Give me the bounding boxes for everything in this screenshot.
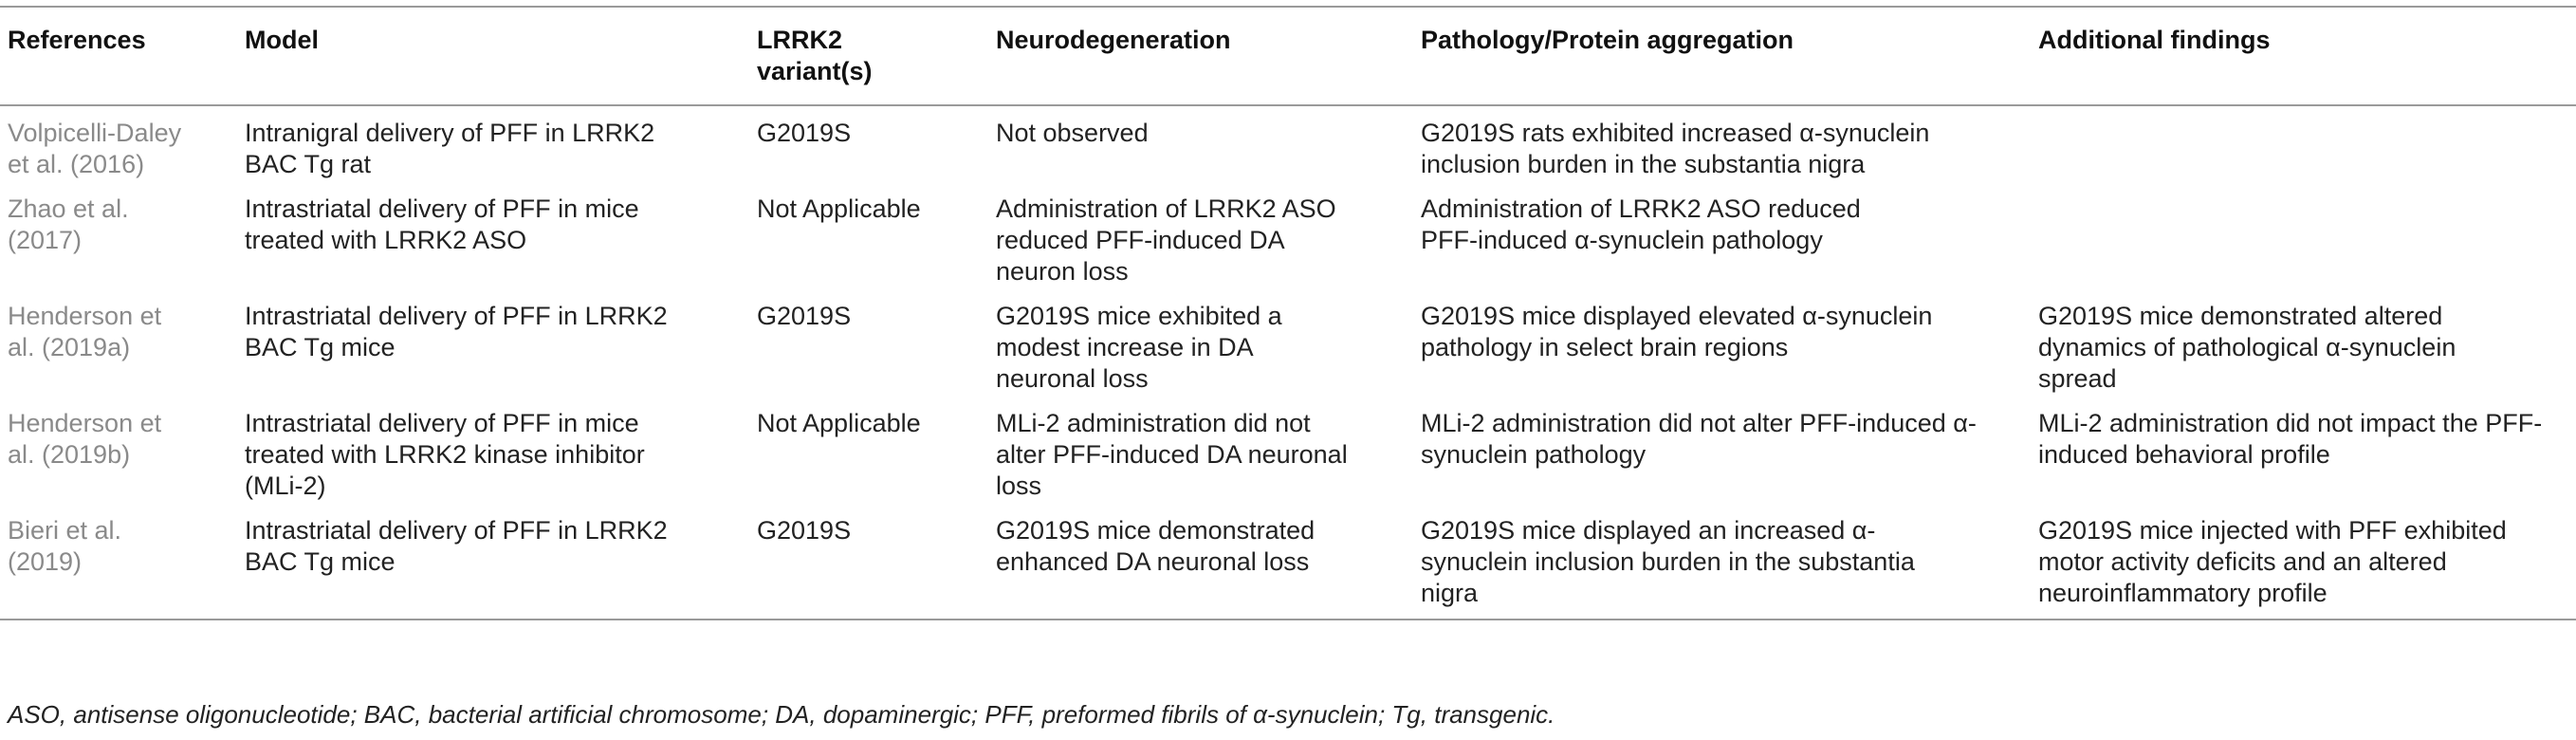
header-additional: Additional findings: [2031, 6, 2576, 106]
pathology-text: Administration of LRRK2 ASO reduced PFF-…: [1421, 194, 1861, 254]
model-text: Intrastriatal delivery of PFF in LRRK2 B…: [245, 516, 668, 576]
header-pathology: Pathology/Protein aggregation: [1413, 6, 2031, 106]
cell-reference: Henderson et al. (2019b): [0, 402, 237, 509]
header-row: References Model LRRK2 variant(s) Neurod…: [0, 6, 2576, 106]
pathology-text: G2019S rats exhibited increased α-synucl…: [1421, 119, 1930, 178]
header-model: Model: [237, 6, 749, 106]
reference-text: Henderson et al. (2019a): [8, 302, 162, 361]
model-text: Intrastriatal delivery of PFF in mice tr…: [245, 409, 645, 500]
cell-variant: G2019S: [757, 302, 852, 330]
cell-neurodegeneration: G2019S mice demonstrated enhanced DA neu…: [988, 509, 1413, 620]
pathology-text: G2019S mice displayed elevated α-synucle…: [1421, 302, 1933, 361]
findings-table: References Model LRRK2 variant(s) Neurod…: [0, 6, 2576, 620]
cell-reference: Bieri et al. (2019): [0, 509, 237, 620]
header-neurodegeneration: Neurodegeneration: [988, 6, 1413, 106]
cell-variant: Not Applicable: [757, 194, 921, 223]
table-body: Volpicelli-Daley et al. (2016) Intranigr…: [0, 105, 2576, 620]
table-row: Zhao et al. (2017) Intrastriatal deliver…: [0, 188, 2576, 295]
header-references: References: [0, 6, 237, 106]
cell-variant: G2019S: [749, 509, 988, 620]
cell-model: Intrastriatal delivery of PFF in LRRK2 B…: [237, 295, 749, 402]
cell-additional: [2031, 105, 2576, 188]
cell-additional: MLi-2 administration did not impact the …: [2031, 402, 2576, 509]
cell-pathology: G2019S mice displayed an increased α-syn…: [1413, 509, 2031, 620]
pathology-text: G2019S mice displayed an increased α-syn…: [1421, 516, 1915, 607]
cell-variant: Not Applicable: [757, 409, 921, 437]
additional-text: G2019S mice demonstrated altered dynamic…: [2038, 302, 2456, 393]
cell-reference: Zhao et al. (2017): [0, 188, 237, 295]
table-row: Henderson et al. (2019a) Intrastriatal d…: [0, 295, 2576, 402]
cell-reference: Volpicelli-Daley et al. (2016): [0, 105, 237, 188]
header-variant: LRRK2 variant(s): [749, 6, 988, 106]
cell-reference: Henderson et al. (2019a): [0, 295, 237, 402]
cell-model: Intrastriatal delivery of PFF in LRRK2 B…: [237, 509, 749, 620]
neurodegeneration-text: G2019S mice demonstrated enhanced DA neu…: [996, 516, 1316, 576]
pathology-text: MLi-2 administration did not alter PFF-i…: [1421, 409, 1977, 469]
table-footnote: ASO, antisense oligonucleotide; BAC, bac…: [8, 700, 1555, 729]
cell-additional: G2019S mice demonstrated altered dynamic…: [2031, 295, 2576, 402]
table-row: Bieri et al. (2019) Intrastriatal delive…: [0, 509, 2576, 620]
additional-text: G2019S mice injected with PFF exhibited …: [2038, 516, 2507, 607]
cell-additional: G2019S mice injected with PFF exhibited …: [2031, 509, 2576, 620]
reference-text: Bieri et al. (2019): [8, 516, 122, 576]
cell-pathology: G2019S rats exhibited increased α-synucl…: [1413, 105, 2031, 188]
cell-pathology: Administration of LRRK2 ASO reduced PFF-…: [1413, 188, 2031, 295]
cell-variant: G2019S: [757, 119, 852, 147]
table-header: References Model LRRK2 variant(s) Neurod…: [0, 6, 2576, 106]
reference-text: Henderson et al. (2019b): [8, 409, 162, 469]
model-text: Intrastriatal delivery of PFF in LRRK2 B…: [245, 302, 668, 361]
cell-additional: [2031, 188, 2576, 295]
neurodegeneration-text: G2019S mice exhibited a modest increase …: [996, 302, 1282, 393]
cell-model: Intrastriatal delivery of PFF in mice tr…: [237, 188, 749, 295]
cell-neurodegeneration: Not observed: [996, 119, 1149, 147]
reference-text: Volpicelli-Daley et al. (2016): [8, 119, 182, 178]
table-row: Volpicelli-Daley et al. (2016) Intranigr…: [0, 105, 2576, 188]
cell-pathology: MLi-2 administration did not alter PFF-i…: [1413, 402, 2031, 509]
neurodegeneration-text: Administration of LRRK2 ASO reduced PFF-…: [996, 194, 1336, 286]
additional-text: MLi-2 administration did not impact the …: [2038, 409, 2543, 469]
table-row: Henderson et al. (2019b) Intrastriatal d…: [0, 402, 2576, 509]
cell-neurodegeneration: Administration of LRRK2 ASO reduced PFF-…: [988, 188, 1413, 295]
cell-model: Intranigral delivery of PFF in LRRK2 BAC…: [237, 105, 749, 188]
reference-text: Zhao et al. (2017): [8, 194, 129, 254]
cell-neurodegeneration: MLi-2 administration did not alter PFF-i…: [988, 402, 1413, 509]
model-text: Intranigral delivery of PFF in LRRK2 BAC…: [245, 119, 655, 178]
cell-pathology: G2019S mice displayed elevated α-synucle…: [1413, 295, 2031, 402]
header-variant-text: LRRK2 variant(s): [757, 26, 873, 85]
neurodegeneration-text: MLi-2 administration did not alter PFF-i…: [996, 409, 1348, 500]
cell-model: Intrastriatal delivery of PFF in mice tr…: [237, 402, 749, 509]
cell-neurodegeneration: G2019S mice exhibited a modest increase …: [988, 295, 1413, 402]
model-text: Intrastriatal delivery of PFF in mice tr…: [245, 194, 639, 254]
